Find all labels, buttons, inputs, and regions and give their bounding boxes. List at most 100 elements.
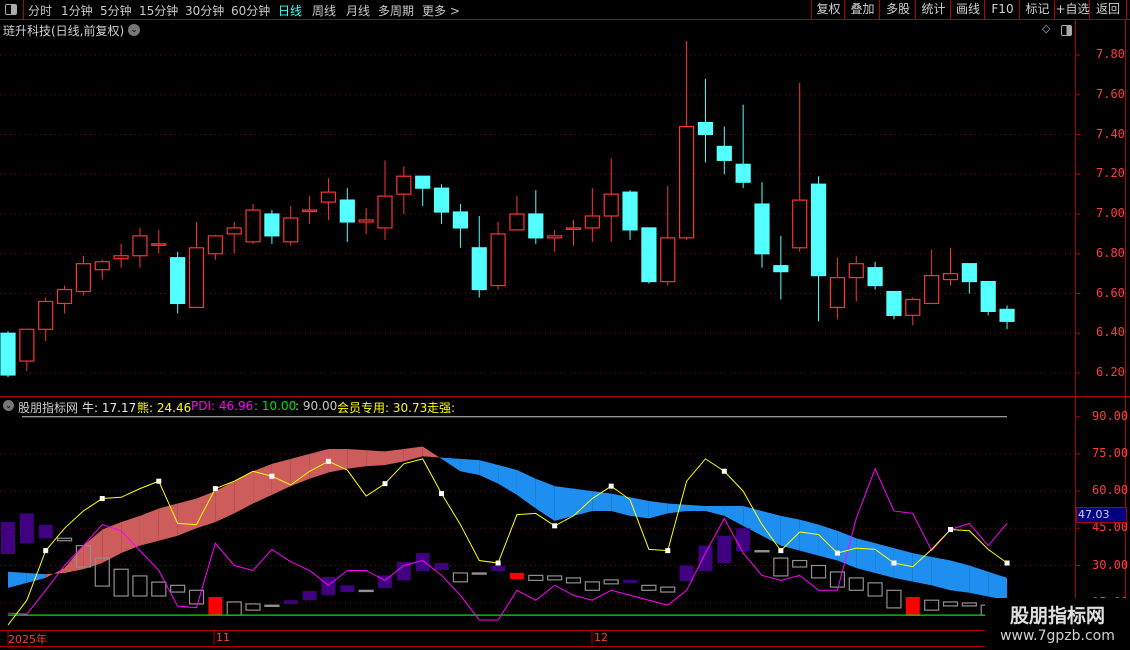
bear-line-marker xyxy=(99,496,105,502)
band-segment-bearish xyxy=(26,572,46,583)
add-watchlist-button[interactable]: +自选 xyxy=(1054,0,1090,19)
overlay-button[interactable]: 叠加 xyxy=(844,0,880,19)
bear-line-marker xyxy=(156,478,162,484)
tab-5min[interactable]: 5分钟 xyxy=(100,4,132,18)
indicator-collapse-icon[interactable]: ⌄ xyxy=(3,400,14,411)
band-segment-bullish xyxy=(271,458,291,495)
sidebar-toggle-button[interactable] xyxy=(0,0,24,19)
tab-60min[interactable]: 60分钟 xyxy=(231,4,271,18)
chevron-down-icon[interactable]: ⌄ xyxy=(128,24,140,36)
bear-line-marker xyxy=(552,523,558,529)
tab-1min[interactable]: 1分钟 xyxy=(61,4,93,18)
tab-分时[interactable]: 分时 xyxy=(28,4,53,18)
indicator-strong-label: 走强: xyxy=(427,401,456,415)
band-segment-bullish xyxy=(234,471,254,514)
band-segment-bearish xyxy=(535,478,555,521)
tab-more[interactable]: 更多 > xyxy=(422,4,460,18)
indicator-bar-gray xyxy=(471,572,487,575)
candle-body xyxy=(754,203,770,255)
candle-body xyxy=(999,308,1015,322)
price-tick-label: 7.00 xyxy=(1096,206,1125,220)
diamond-icon[interactable]: ◇ xyxy=(1042,22,1051,35)
indicator-bar-red xyxy=(208,596,223,616)
band-segment-bearish xyxy=(969,565,989,597)
candle-body xyxy=(377,195,393,229)
indicator-bar-gray xyxy=(810,564,827,579)
band-segment-bearish xyxy=(875,543,894,578)
indicator-tick-label: 90.00 xyxy=(1092,408,1129,423)
candle-body xyxy=(94,261,110,271)
band-segment-bullish xyxy=(385,448,404,466)
band-segment-bullish xyxy=(309,448,329,479)
candle-body xyxy=(697,121,714,136)
candle-body xyxy=(19,328,35,362)
band-segment-bearish xyxy=(988,571,1008,601)
indicator-bar-gray xyxy=(75,545,92,568)
tab-30min[interactable]: 30分钟 xyxy=(185,4,225,18)
back-button[interactable]: 返回 xyxy=(1089,0,1127,19)
band-segment-bearish xyxy=(648,501,668,519)
statistics-button[interactable]: 统计 xyxy=(915,0,951,19)
indicator-bar-gray xyxy=(245,603,261,611)
bear-line-marker xyxy=(721,468,727,474)
indicator-bar-purple xyxy=(415,553,430,571)
band-segment-bullish xyxy=(139,508,159,546)
panel-toggle-icon xyxy=(5,4,17,15)
indicator-bar-gray xyxy=(547,575,563,581)
band-segment-bearish xyxy=(912,553,932,586)
tab-daily[interactable]: 日线 xyxy=(278,4,303,18)
multi-stock-button[interactable]: 多股 xyxy=(879,0,916,19)
indicator-tick-label: 30.00 xyxy=(1092,557,1129,572)
candle-body xyxy=(433,187,450,213)
indicator-bar-gray xyxy=(170,584,186,593)
candle-body xyxy=(75,263,92,293)
indicator-bar-gray xyxy=(961,602,977,607)
draw-line-button[interactable]: 画线 xyxy=(950,0,985,19)
band-segment-bearish xyxy=(856,538,876,573)
indicator-tick-label: 45.00 xyxy=(1092,520,1129,535)
tab-15min[interactable]: 15分钟 xyxy=(139,4,179,18)
candle-body xyxy=(603,193,619,217)
bear-line-marker xyxy=(439,491,445,497)
candle-body xyxy=(678,125,695,239)
bear-line-marker xyxy=(212,486,218,492)
adjust-button[interactable]: 复权 xyxy=(811,0,845,19)
indicator-bar-gray xyxy=(452,572,468,583)
tab-weekly[interactable]: 周线 xyxy=(312,4,337,18)
indicator-bar-gray xyxy=(792,559,808,568)
candle-body xyxy=(320,191,337,203)
band-segment-bearish xyxy=(780,515,800,551)
price-tick-label: 7.20 xyxy=(1096,166,1125,181)
tab-multi-period[interactable]: 多周期 xyxy=(378,4,415,18)
candle-body xyxy=(509,213,525,231)
f10-button[interactable]: F10 xyxy=(984,0,1020,19)
indicator-bar-gray xyxy=(603,579,619,585)
candle-body xyxy=(245,209,261,243)
indicator-bar-gray xyxy=(584,581,600,591)
price-tick-label: 7.60 xyxy=(1096,86,1125,101)
candle-body xyxy=(924,275,940,305)
mark-button[interactable]: 标记 xyxy=(1019,0,1055,19)
tab-monthly[interactable]: 月线 xyxy=(346,4,371,18)
indicator-tick-label: 75.00 xyxy=(1092,445,1129,460)
band-segment-bullish xyxy=(64,545,84,573)
panel-toggle-icon[interactable] xyxy=(1061,25,1072,36)
candle-body xyxy=(886,290,902,316)
candle-body xyxy=(207,235,223,255)
candle-body xyxy=(565,227,582,231)
candle-body xyxy=(622,191,638,231)
indicator-bar-gray xyxy=(358,589,374,593)
top-toolbar: 分时 1分钟 5分钟 15分钟 30分钟 60分钟 日线 周线 月线 多周期 更… xyxy=(0,0,1130,20)
candle-body xyxy=(942,273,959,281)
indicator-bar-gray xyxy=(660,586,676,593)
candle-body xyxy=(584,215,600,229)
bear-line-marker xyxy=(382,481,388,487)
bear-line-marker xyxy=(665,548,671,554)
indicator-bull-value: 牛: 17.17 xyxy=(82,401,137,415)
bear-line-marker xyxy=(43,548,49,554)
candle-body xyxy=(829,277,846,309)
candle-body xyxy=(547,235,563,239)
band-segment-bullish xyxy=(177,498,197,536)
indicator-bar-purple xyxy=(340,585,355,593)
